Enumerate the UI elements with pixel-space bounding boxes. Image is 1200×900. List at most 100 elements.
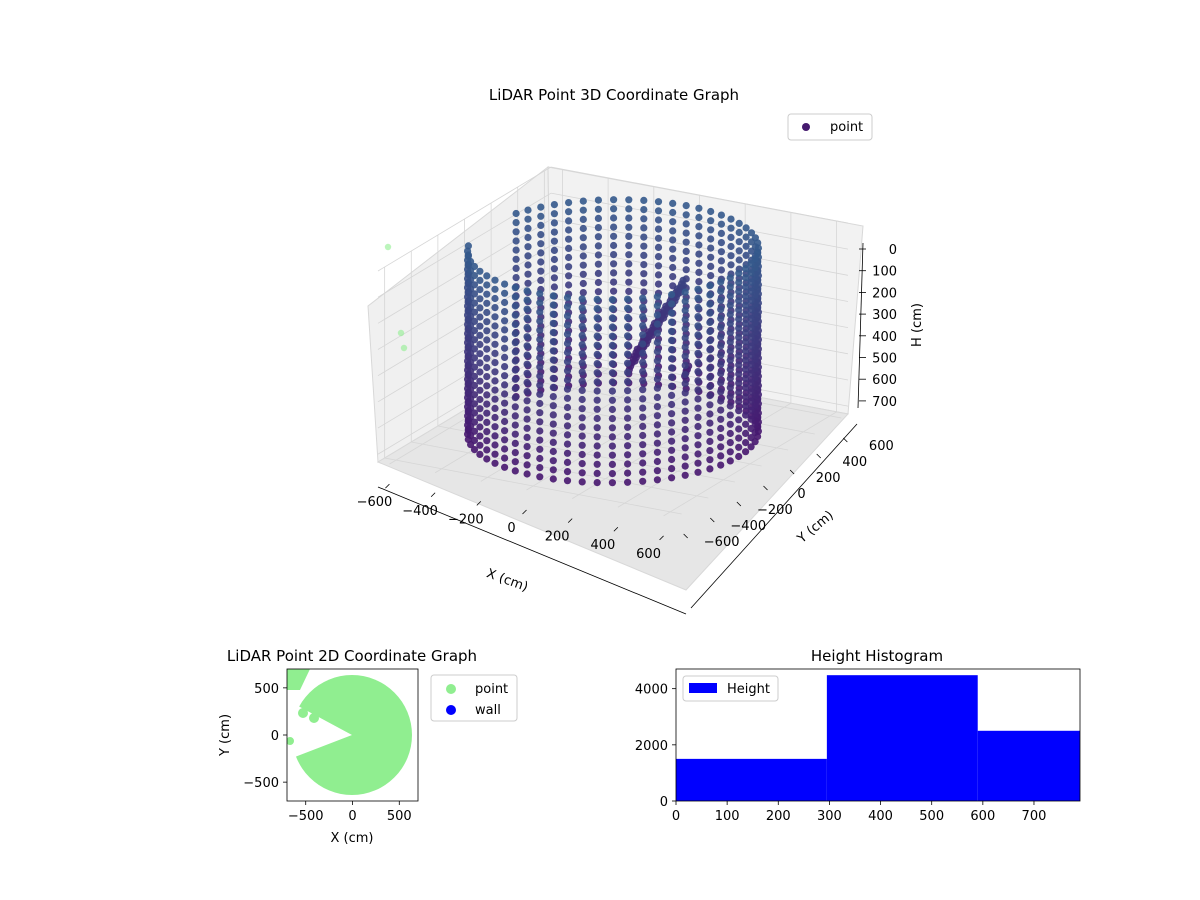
data-point-3d xyxy=(511,430,519,438)
data-point-3d xyxy=(681,471,689,479)
data-point-3d xyxy=(668,419,676,427)
data-point-3d xyxy=(610,260,618,268)
data-point-3d xyxy=(726,429,734,438)
data-point-3d xyxy=(491,349,499,357)
data-point-3d xyxy=(742,393,750,401)
legend-marker-point-2d xyxy=(446,684,456,694)
data-point-3d xyxy=(536,372,544,380)
data-point-3d xyxy=(717,342,725,350)
data-point-3d xyxy=(483,418,491,426)
data-point-3d xyxy=(549,301,557,309)
legend-histogram: Height xyxy=(682,675,779,702)
data-point-3d xyxy=(742,310,750,318)
data-point-3d xyxy=(476,276,484,284)
data-point-3d xyxy=(681,334,689,342)
data-point-3d xyxy=(707,272,715,280)
data-point-3d xyxy=(470,400,479,408)
data-point-3d xyxy=(579,243,587,251)
data-point-3d xyxy=(624,469,632,477)
data-point-3d xyxy=(512,246,520,254)
data-point-3d xyxy=(717,248,726,256)
data-point-3d xyxy=(669,236,677,244)
data-point-3d xyxy=(706,309,714,317)
x-tick-label-histogram: 100 xyxy=(715,809,740,824)
data-point-3d xyxy=(640,224,648,232)
data-point-3d xyxy=(563,312,572,320)
data-point-3d xyxy=(483,345,491,353)
data-point-3d xyxy=(565,272,573,280)
data-point-3d xyxy=(483,308,491,317)
data-point-3d xyxy=(608,296,617,304)
data-point-3d xyxy=(501,335,509,343)
data-point-3d xyxy=(594,224,603,232)
data-point-3d xyxy=(654,280,663,288)
data-point-3d xyxy=(694,432,702,440)
data-point-3d xyxy=(639,377,647,385)
data-point-3d xyxy=(578,460,586,468)
data-point-3d xyxy=(563,394,572,402)
data-point-3d xyxy=(523,351,531,359)
data-point-3d xyxy=(501,317,509,325)
grid-line xyxy=(377,349,552,455)
data-point-3d xyxy=(523,296,531,304)
data-point-3d xyxy=(735,228,743,237)
data-point-3d xyxy=(717,257,726,265)
data-point-3d xyxy=(501,417,509,426)
data-point-3d xyxy=(549,420,557,428)
data-point-3d xyxy=(593,442,601,450)
data-point-3d xyxy=(483,281,491,289)
data-point-3d xyxy=(579,215,587,223)
data-point-3d xyxy=(742,224,750,232)
data-point-3d xyxy=(682,247,690,255)
data-point-3d xyxy=(717,406,725,414)
data-point-3d xyxy=(470,262,479,271)
data-point-3d xyxy=(706,355,714,363)
data-point-3d xyxy=(681,435,689,443)
x-axis-label-2d: X (cm) xyxy=(331,831,374,846)
data-point-3d xyxy=(681,343,689,351)
data-point-3d xyxy=(669,245,677,253)
grid-line xyxy=(377,192,552,298)
data-point-3d xyxy=(695,213,703,222)
data-point-3d xyxy=(501,363,509,371)
data-point-3d xyxy=(682,238,690,246)
data-point-3d xyxy=(470,427,479,435)
data-point-3d xyxy=(470,446,479,454)
data-point-3d xyxy=(742,384,750,392)
data-point-3d xyxy=(624,423,632,431)
data-point-3d xyxy=(694,459,702,467)
data-point-3d xyxy=(727,242,735,251)
chart-histogram: Height Histogram 0 100 200 300 400 500 600 7000… xyxy=(635,647,1081,824)
data-point-3d xyxy=(639,459,647,467)
y-tick-mark-3d xyxy=(816,453,822,459)
data-point-3d xyxy=(681,325,689,333)
data-point-3d xyxy=(717,220,726,228)
legend-marker-point-3d xyxy=(802,123,810,131)
data-point-3d xyxy=(682,266,690,274)
data-point-3d xyxy=(578,478,586,486)
data-point-3d xyxy=(747,388,755,396)
data-point-3d xyxy=(669,208,677,217)
x-tick-label-3d: −200 xyxy=(448,512,484,527)
point-blob-2d xyxy=(287,737,294,745)
data-point-3d xyxy=(563,321,572,329)
data-point-3d xyxy=(624,387,632,395)
data-point-3d xyxy=(565,235,573,243)
data-point-3d xyxy=(742,347,750,355)
data-point-3d xyxy=(578,450,586,459)
data-point-3d xyxy=(694,294,702,302)
data-point-3d xyxy=(476,331,484,339)
data-point-3d xyxy=(747,296,755,304)
data-point-3d xyxy=(476,386,484,394)
data-point-3d xyxy=(511,320,519,328)
data-point-3d xyxy=(625,278,633,286)
x-tick-label-3d: 400 xyxy=(590,538,615,553)
data-point-3d xyxy=(536,354,544,362)
data-point-3d xyxy=(640,206,648,214)
y-axis-line xyxy=(690,423,858,609)
y-tick-label-2d: −500 xyxy=(243,776,279,791)
data-point-3d xyxy=(717,369,725,378)
data-point-3d xyxy=(726,320,734,328)
data-point-3d xyxy=(624,405,632,413)
data-point-3d xyxy=(654,198,663,206)
